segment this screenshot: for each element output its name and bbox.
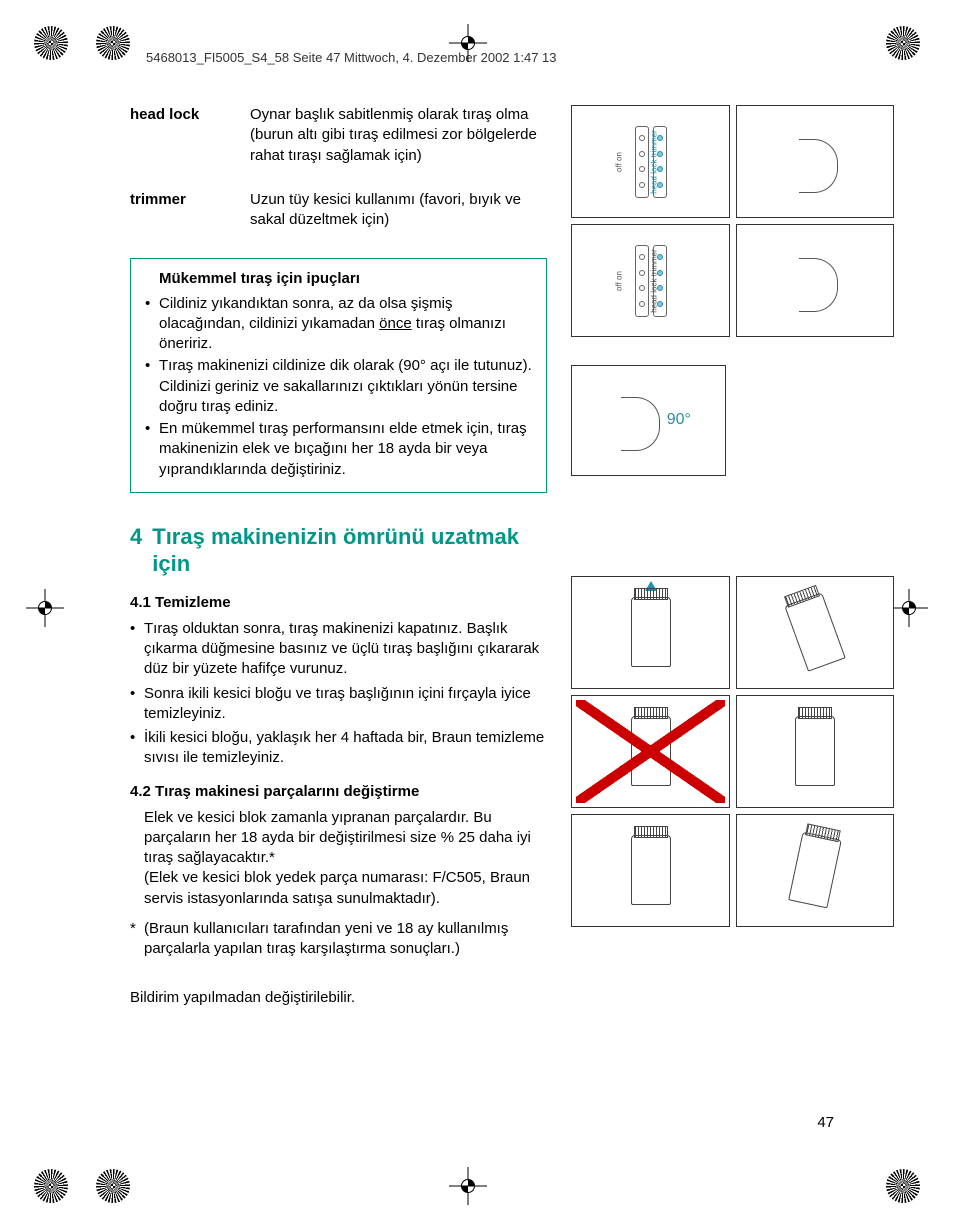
- shaver-icon: [631, 835, 671, 905]
- crop-crosshair-icon: [32, 595, 58, 621]
- page-number: 47: [817, 1114, 834, 1131]
- figure-grid-top: off on head lock trimmer off on head loc…: [571, 105, 894, 337]
- figure-column: off on head lock trimmer off on head loc…: [571, 105, 894, 1006]
- figure-label: head lock trimmer: [649, 130, 658, 194]
- definition-row: head lock Oynar başlık sabitlenmiş olara…: [130, 105, 547, 166]
- list-item: İkili kesici bloğu, yaklaşık her 4 hafta…: [130, 728, 547, 769]
- registration-mark-icon: [886, 26, 920, 60]
- figure-shave-nose: [736, 105, 894, 218]
- figure-trim-sideburn: [736, 224, 894, 337]
- registration-mark-icon: [96, 1169, 130, 1203]
- tips-underline: önce: [379, 315, 412, 332]
- figure-label: head lock trimmer: [649, 249, 658, 313]
- text-column: head lock Oynar başlık sabitlenmiş olara…: [130, 105, 547, 1006]
- shaver-icon: [631, 597, 671, 667]
- definition-desc: Oynar başlık sabitlenmiş olarak tıraş ol…: [250, 105, 547, 166]
- definition-term: head lock: [130, 105, 230, 166]
- registration-mark-icon: [34, 1169, 68, 1203]
- document-header: 5468013_FI5005_S4_58 Seite 47 Mittwoch, …: [130, 50, 894, 65]
- section-title: Tıraş makinenizin ömrünü uzatmak için: [152, 523, 547, 578]
- switch-rail-icon: [635, 245, 649, 317]
- figure-remove-head: [571, 576, 729, 689]
- face-sketch-icon: [785, 132, 845, 192]
- crop-crosshair-icon: [455, 30, 481, 56]
- figure-switch-headlock: off on head lock trimmer: [571, 105, 729, 218]
- content-columns: head lock Oynar başlık sabitlenmiş olara…: [130, 105, 894, 1006]
- registration-mark-icon: [34, 26, 68, 60]
- figure-grid-cleaning: [571, 576, 894, 927]
- tips-item: Cildiniz yıkandıktan sonra, az da olsa ş…: [145, 294, 534, 355]
- section-heading: 4 Tıraş makinenizin ömrünü uzatmak için: [130, 523, 547, 578]
- shaver-icon: [788, 832, 842, 909]
- face-sketch-icon: [607, 390, 667, 450]
- body-list: Tıraş olduktan sonra, tıraş makinenizi k…: [130, 619, 547, 769]
- figure-do-not-brush-foil: [571, 695, 729, 808]
- shaver-icon: [784, 592, 846, 671]
- figure-brush-inside: [736, 695, 894, 808]
- footnote: (Braun kullanıcıları tarafından yeni ve …: [130, 919, 547, 960]
- definition-desc: Uzun tüy kesici kullanımı (favori, bıyık…: [250, 190, 547, 231]
- subsection-heading: 4.2 Tıraş makinesi parçalarını değiştirm…: [130, 783, 547, 800]
- face-sketch-icon: [785, 251, 845, 311]
- crop-crosshair-icon: [455, 1173, 481, 1199]
- tips-text: En mükemmel tıraş performansını elde etm…: [159, 420, 527, 478]
- definition-term: trimmer: [130, 190, 230, 231]
- figure-90-degree: 90°: [571, 365, 726, 476]
- definition-row: trimmer Uzun tüy kesici kullanımı (favor…: [130, 190, 547, 231]
- subsection-heading: 4.1 Temizleme: [130, 594, 547, 611]
- list-item: Tıraş olduktan sonra, tıraş makinenizi k…: [130, 619, 547, 680]
- switch-rail-icon: [635, 126, 649, 198]
- figure-spray-clean: [736, 814, 894, 927]
- tips-list: Cildiniz yıkandıktan sonra, az da olsa ş…: [145, 294, 534, 480]
- tips-box: Mükemmel tıraş için ipuçları Cildiniz yı…: [130, 258, 547, 493]
- tips-item: En mükemmel tıraş performansını elde etm…: [145, 419, 534, 480]
- paragraph: Elek ve kesici blok zamanla yıpranan par…: [130, 808, 547, 909]
- angle-label: 90°: [667, 411, 691, 429]
- shaver-icon: [795, 716, 835, 786]
- tips-title: Mükemmel tıraş için ipuçları: [145, 269, 534, 289]
- figure-label: off on: [615, 271, 624, 291]
- figure-label: off on: [615, 152, 624, 172]
- registration-mark-icon: [886, 1169, 920, 1203]
- shaver-icon: [631, 716, 671, 786]
- figure-switch-trimmer: off on head lock trimmer: [571, 224, 729, 337]
- tips-item: Tıraş makinenizi cildinize dik olarak (9…: [145, 356, 534, 417]
- crop-crosshair-icon: [896, 595, 922, 621]
- closing-note: Bildirim yapılmadan değiştirilebilir.: [130, 989, 547, 1006]
- page: 5468013_FI5005_S4_58 Seite 47 Mittwoch, …: [0, 0, 954, 1221]
- figure-replace-cutter: [571, 814, 729, 927]
- list-item: Sonra ikili kesici bloğu ve tıraş başlığ…: [130, 684, 547, 725]
- tips-text: Tıraş makinenizi cildinize dik olarak (9…: [159, 357, 532, 415]
- registration-mark-icon: [96, 26, 130, 60]
- section-number: 4: [130, 523, 142, 578]
- figure-tap-head: [736, 576, 894, 689]
